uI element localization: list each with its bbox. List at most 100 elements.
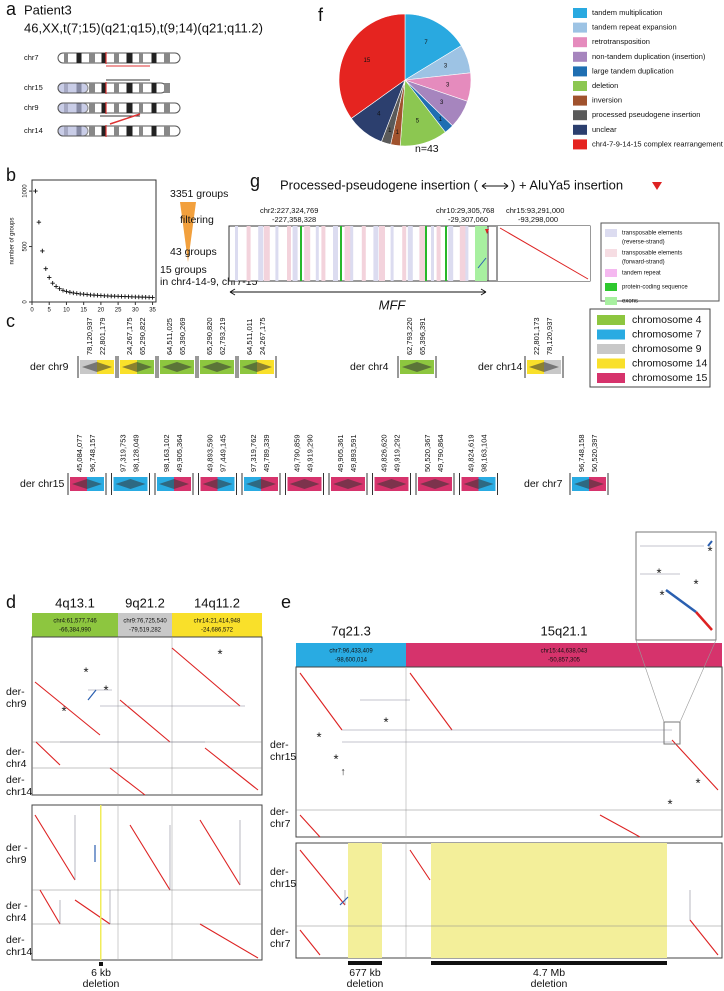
label: 677 kb: [349, 967, 381, 979]
legend-swatch: [573, 66, 587, 77]
label: chr7: [270, 938, 291, 950]
orientation: [72, 479, 87, 489]
label: 3351 groups: [170, 188, 228, 200]
zoom-link: [635, 639, 665, 723]
diag: [499, 227, 589, 280]
slice-label: 4: [377, 112, 381, 118]
orientation: [130, 479, 146, 489]
dotplot: [599, 814, 641, 838]
label: *: [333, 751, 338, 766]
band: [151, 126, 157, 136]
band: [151, 83, 157, 93]
label: *: [707, 543, 712, 558]
label: deletion: [347, 978, 384, 990]
bracket: [459, 473, 498, 495]
diag: [477, 257, 487, 269]
label: chr10:29,305,768: [436, 206, 494, 215]
label: chr7: [270, 818, 291, 830]
coordinate: 22,801,179: [98, 317, 107, 355]
label: *: [693, 576, 698, 591]
point: [33, 188, 38, 194]
gene-arrow: [229, 288, 487, 296]
orientation: [217, 479, 233, 489]
band: [101, 103, 106, 113]
label: n=43: [415, 143, 439, 155]
bracket: [372, 473, 411, 495]
legend-swatch: [605, 297, 617, 305]
label: (forward-strand): [622, 260, 665, 266]
header: [406, 643, 722, 667]
legend-label: processed pseudogene insertion: [592, 110, 700, 119]
label: der-: [270, 806, 289, 818]
coordinate: 45,084,077: [75, 434, 84, 472]
band: [89, 53, 95, 63]
orientation: [435, 479, 450, 489]
legend-swatch: [573, 22, 587, 33]
link: [109, 113, 141, 125]
point: [71, 290, 76, 296]
dotplot: [35, 741, 61, 766]
legend-label: unclear: [592, 125, 617, 134]
legend-label: large tandem duplication: [592, 66, 674, 75]
band: [139, 126, 143, 136]
dotplot: [171, 647, 241, 707]
band: [164, 126, 170, 136]
point: [43, 266, 48, 271]
point: [67, 290, 73, 295]
coordinate: 78,120,937: [545, 317, 554, 355]
translocated-part: [57, 82, 89, 94]
label: tandem repeat: [622, 271, 661, 277]
label: 46,XX,t(7;15)(q21;q15),t(9;14)(q21;q11.2…: [24, 20, 263, 35]
zoom-line: [707, 540, 713, 547]
legend-swatch: [597, 329, 625, 340]
label: -93,298,000: [518, 215, 558, 224]
label: *: [316, 729, 321, 744]
coordinate: 62,793,219: [218, 317, 227, 355]
label: Patient3: [24, 2, 72, 17]
band: [139, 83, 143, 93]
label: -79,519,282: [129, 628, 162, 634]
dotplot: [409, 849, 431, 881]
label: 14q11.2: [194, 595, 240, 610]
bracket: [285, 473, 324, 495]
label: der chr15: [20, 478, 65, 490]
label: *: [383, 714, 388, 729]
orientation: [261, 479, 276, 489]
label: exons: [622, 299, 638, 305]
legend-swatch: [605, 283, 617, 291]
label: ) + AluYa5 insertion: [511, 177, 623, 192]
label: -227,358,328: [272, 215, 316, 224]
label: 6 kb: [91, 967, 111, 979]
repeat: [287, 226, 291, 281]
band: [151, 53, 157, 63]
header: [296, 643, 406, 667]
orientation: [97, 362, 112, 372]
label: chr9:76,725,540: [123, 619, 167, 625]
label: der-: [6, 934, 25, 946]
label: *: [667, 796, 672, 811]
plot-frame: [295, 666, 723, 838]
repeat: [448, 226, 454, 281]
legend-swatch: [573, 124, 587, 135]
coordinate: 65,390,269: [178, 317, 187, 355]
label: der-: [270, 866, 289, 878]
label: chr15: [24, 83, 43, 92]
label: chr9: [24, 103, 39, 112]
repeat: [379, 226, 385, 281]
legend-label: inversion: [592, 96, 622, 105]
label: der -: [6, 900, 28, 912]
coordinate: 98,128,049: [131, 434, 140, 472]
point: [40, 248, 45, 254]
point: [53, 284, 59, 289]
repeat: [419, 226, 426, 281]
zoom: [635, 531, 717, 641]
label: chr9: [6, 698, 27, 710]
deletion-bar: [348, 961, 382, 965]
x-tick-label: 5: [48, 308, 52, 314]
legend-swatch: [573, 81, 587, 91]
coordinate: 97,319,753: [118, 434, 127, 472]
repeat: [321, 226, 326, 281]
dotplot: [119, 699, 171, 743]
coordinate: 49,919,292: [392, 434, 401, 472]
